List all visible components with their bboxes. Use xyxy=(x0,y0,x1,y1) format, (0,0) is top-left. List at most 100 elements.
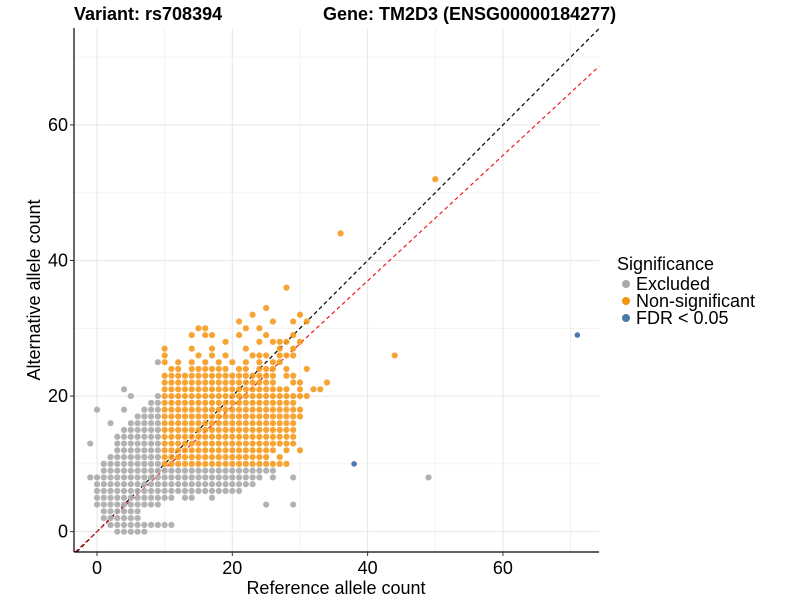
point-non-significant xyxy=(168,440,175,447)
point-non-significant xyxy=(229,359,236,366)
point-non-significant xyxy=(242,406,249,413)
legend-label-excluded: Excluded xyxy=(636,274,710,294)
point-excluded xyxy=(120,447,128,454)
point-non-significant xyxy=(283,426,290,434)
point-excluded xyxy=(100,481,107,488)
point-non-significant xyxy=(175,379,182,386)
point-non-significant xyxy=(188,399,195,406)
point-excluded xyxy=(134,467,141,474)
point-non-significant xyxy=(235,399,243,406)
data-points xyxy=(87,176,581,535)
point-non-significant xyxy=(168,413,175,420)
point-non-significant xyxy=(188,386,195,393)
point-non-significant xyxy=(249,420,256,427)
point-non-significant xyxy=(235,420,243,427)
point-non-significant xyxy=(276,345,283,352)
point-non-significant xyxy=(168,365,175,373)
point-fdr-0-05 xyxy=(574,332,581,338)
point-excluded xyxy=(93,474,101,481)
point-excluded xyxy=(100,467,107,474)
point-non-significant xyxy=(283,372,290,379)
point-excluded xyxy=(134,521,141,528)
point-excluded xyxy=(195,481,202,488)
point-excluded xyxy=(168,474,175,481)
point-non-significant xyxy=(242,426,249,434)
point-excluded xyxy=(202,481,209,488)
point-excluded xyxy=(256,474,263,481)
point-non-significant xyxy=(283,352,290,359)
point-excluded xyxy=(148,453,155,461)
point-non-significant xyxy=(276,359,283,366)
point-non-significant xyxy=(215,365,222,373)
point-non-significant xyxy=(317,386,324,393)
x-tick-label: 60 xyxy=(493,558,513,578)
point-non-significant xyxy=(249,399,256,406)
point-excluded xyxy=(141,460,148,467)
legend: Significance Excluded Non-significant FD… xyxy=(617,254,755,328)
point-excluded xyxy=(141,467,148,474)
point-non-significant xyxy=(235,379,243,386)
point-non-significant xyxy=(290,352,297,359)
point-excluded xyxy=(141,447,148,454)
point-excluded xyxy=(141,420,148,427)
point-excluded xyxy=(114,487,121,495)
point-excluded xyxy=(290,501,297,508)
point-excluded xyxy=(114,460,121,467)
point-non-significant xyxy=(242,325,249,332)
point-non-significant xyxy=(263,399,270,406)
legend-swatch-fdr xyxy=(622,314,630,322)
point-non-significant xyxy=(269,338,277,345)
point-non-significant xyxy=(290,420,297,427)
point-non-significant xyxy=(208,406,216,413)
ticks: 0 20 40 60 0 20 40 60 xyxy=(48,115,513,578)
point-non-significant xyxy=(188,413,195,420)
point-excluded xyxy=(229,487,236,495)
point-non-significant xyxy=(222,365,229,373)
point-non-significant xyxy=(222,453,229,461)
point-non-significant xyxy=(249,386,256,393)
point-excluded xyxy=(168,487,175,495)
point-excluded xyxy=(120,508,128,515)
point-non-significant xyxy=(242,379,249,386)
point-non-significant xyxy=(215,426,222,434)
point-excluded xyxy=(127,433,134,440)
point-non-significant xyxy=(283,413,290,420)
point-non-significant xyxy=(175,359,182,366)
point-excluded xyxy=(134,433,141,440)
point-excluded xyxy=(100,474,107,481)
point-non-significant xyxy=(195,392,202,400)
point-excluded xyxy=(195,467,202,474)
point-non-significant xyxy=(256,325,263,332)
point-non-significant xyxy=(168,386,175,393)
point-excluded xyxy=(134,440,141,447)
point-non-significant xyxy=(222,399,229,406)
point-excluded xyxy=(120,487,128,495)
point-non-significant xyxy=(391,352,398,359)
point-non-significant xyxy=(283,406,290,413)
point-excluded xyxy=(141,406,148,413)
point-excluded xyxy=(181,467,189,474)
point-non-significant xyxy=(296,386,304,393)
point-excluded xyxy=(249,481,256,488)
point-non-significant xyxy=(256,406,263,413)
point-excluded xyxy=(242,481,249,488)
point-excluded xyxy=(215,474,222,481)
point-non-significant xyxy=(263,426,270,434)
point-non-significant xyxy=(161,392,168,400)
point-excluded xyxy=(235,474,243,481)
point-non-significant xyxy=(269,420,277,427)
point-non-significant xyxy=(263,304,270,312)
point-non-significant xyxy=(208,345,216,352)
point-non-significant xyxy=(235,406,243,413)
point-non-significant xyxy=(269,440,277,447)
point-non-significant xyxy=(195,399,202,406)
point-non-significant xyxy=(175,413,182,420)
point-non-significant xyxy=(208,365,216,373)
point-non-significant xyxy=(263,420,270,427)
point-excluded xyxy=(256,467,263,474)
point-excluded xyxy=(127,494,134,501)
point-excluded xyxy=(148,433,155,440)
point-non-significant xyxy=(168,453,175,461)
point-non-significant xyxy=(263,365,270,373)
point-excluded xyxy=(87,474,94,481)
